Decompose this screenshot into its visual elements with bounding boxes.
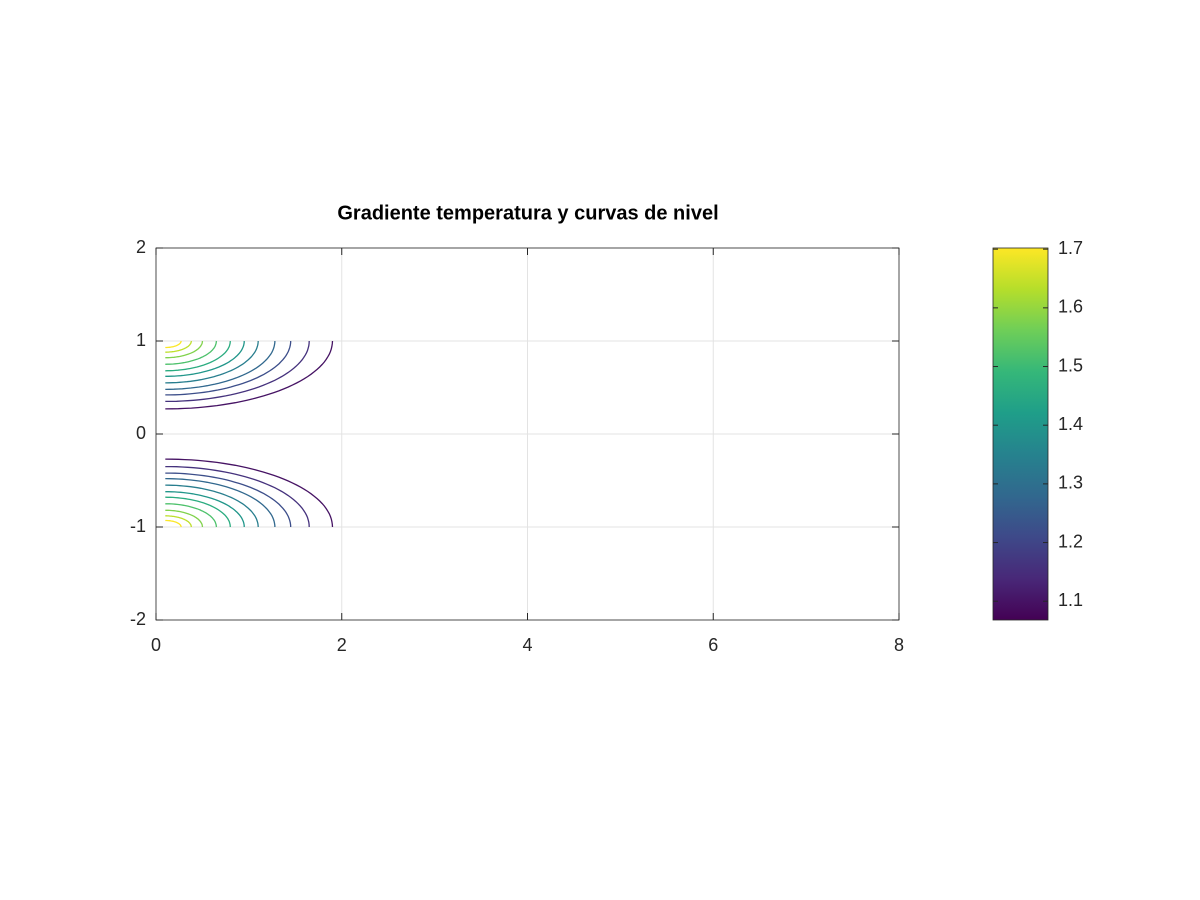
contour-line xyxy=(165,340,310,403)
colorbar-tick-label: 1.1 xyxy=(1058,590,1083,610)
contour-line xyxy=(165,496,231,528)
contour-line xyxy=(165,484,259,528)
contour-line xyxy=(165,503,218,528)
contour-line xyxy=(165,509,204,527)
x-tick-label: 4 xyxy=(522,635,532,655)
colorbar-tick-label: 1.6 xyxy=(1058,297,1083,317)
y-tick-label: -1 xyxy=(130,516,146,536)
contour-line xyxy=(165,340,276,391)
contour-line xyxy=(165,465,310,528)
y-tick-label: 2 xyxy=(136,237,146,257)
colorbar-tick-label: 1.7 xyxy=(1058,238,1083,258)
contour-line xyxy=(165,340,259,384)
contour-line xyxy=(165,341,192,353)
colorbar-tick-label: 1.4 xyxy=(1058,414,1083,434)
y-tick-label: 0 xyxy=(136,423,146,443)
contour-line xyxy=(165,340,292,396)
y-tick-label: 1 xyxy=(136,330,146,350)
contour-line xyxy=(165,491,245,527)
contour-line xyxy=(165,515,192,527)
x-tick-label: 6 xyxy=(708,635,718,655)
contour-line xyxy=(165,340,218,365)
contour-line xyxy=(165,341,204,359)
colorbar-tick-label: 1.2 xyxy=(1058,531,1083,551)
contour-line xyxy=(165,477,276,528)
contour-line xyxy=(165,341,182,349)
contour-line xyxy=(165,340,231,372)
colorbar-tick-label: 1.5 xyxy=(1058,355,1083,375)
contour-line xyxy=(165,472,292,528)
colorbar xyxy=(992,247,1049,621)
colorbar-tick-label: 1.3 xyxy=(1058,473,1083,493)
contour-line xyxy=(165,340,334,410)
x-tick-label: 0 xyxy=(151,635,161,655)
x-tick-label: 2 xyxy=(337,635,347,655)
contour-line xyxy=(165,458,334,528)
chart-title: Gradiente temperatura y curvas de nivel xyxy=(337,202,718,224)
y-tick-label: -2 xyxy=(130,609,146,629)
x-tick-label: 8 xyxy=(894,635,904,655)
contour-line xyxy=(165,519,182,527)
contour-line xyxy=(165,341,245,377)
